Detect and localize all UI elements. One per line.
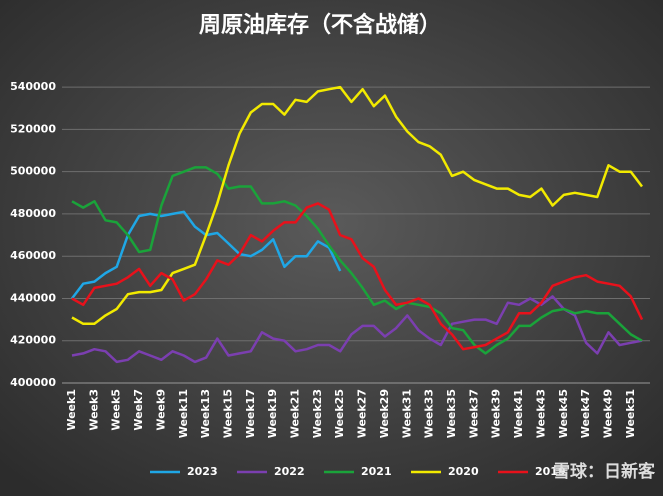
- watermark: 雪球：日新客: [553, 461, 656, 482]
- series-line: [71, 166, 643, 355]
- y-tick-label: 480000: [10, 207, 56, 220]
- y-tick-label: 540000: [10, 80, 56, 93]
- x-tick-label: Week23: [311, 389, 324, 438]
- series-line: [71, 295, 643, 364]
- legend-label: 2020: [448, 465, 479, 478]
- legend-label: 2022: [274, 465, 305, 478]
- x-tick-label: Week1: [65, 389, 78, 431]
- y-tick-label: 440000: [10, 291, 56, 304]
- x-tick-label: Week15: [221, 389, 234, 438]
- x-tick-label: Week11: [177, 389, 190, 438]
- y-tick-label: 400000: [10, 376, 56, 389]
- chart-title: 周原油库存（不含战储）: [199, 12, 441, 38]
- x-tick-label: Week29: [378, 389, 391, 438]
- x-tick-label: Week25: [333, 389, 346, 438]
- legend-label: 2023: [187, 465, 218, 478]
- x-tick-label: Week27: [356, 389, 369, 438]
- x-tick-label: Week5: [110, 389, 123, 431]
- x-tick-label: Week33: [423, 389, 436, 438]
- x-tick-label: Week19: [266, 389, 279, 438]
- x-tick-label: Week21: [289, 389, 302, 438]
- x-tick-label: Week43: [534, 389, 547, 438]
- legend-label: 2019: [535, 465, 566, 478]
- x-tick-label: Week7: [132, 389, 145, 431]
- x-tick-label: Week37: [467, 389, 480, 438]
- x-tick-label: Week3: [87, 389, 100, 431]
- x-tick-label: Week41: [512, 389, 525, 438]
- x-tick-label: Week9: [154, 389, 167, 431]
- x-tick-label: Week31: [400, 389, 413, 438]
- x-tick-label: Week13: [199, 389, 212, 438]
- series-line: [71, 202, 644, 351]
- y-tick-label: 500000: [10, 165, 56, 178]
- legend-label: 2021: [361, 465, 392, 478]
- x-tick-label: Week51: [624, 389, 637, 438]
- y-tick-label: 520000: [10, 122, 56, 135]
- y-tick-label: 420000: [10, 334, 56, 347]
- series-line: [71, 85, 643, 326]
- x-tick-label: Week49: [601, 389, 614, 438]
- x-tick-label: Week39: [490, 389, 503, 438]
- x-tick-label: Week35: [445, 389, 458, 438]
- x-tick-label: Week47: [579, 389, 592, 438]
- y-tick-label: 460000: [10, 249, 56, 262]
- x-tick-label: Week17: [244, 389, 257, 438]
- x-tick-label: Week45: [557, 389, 570, 438]
